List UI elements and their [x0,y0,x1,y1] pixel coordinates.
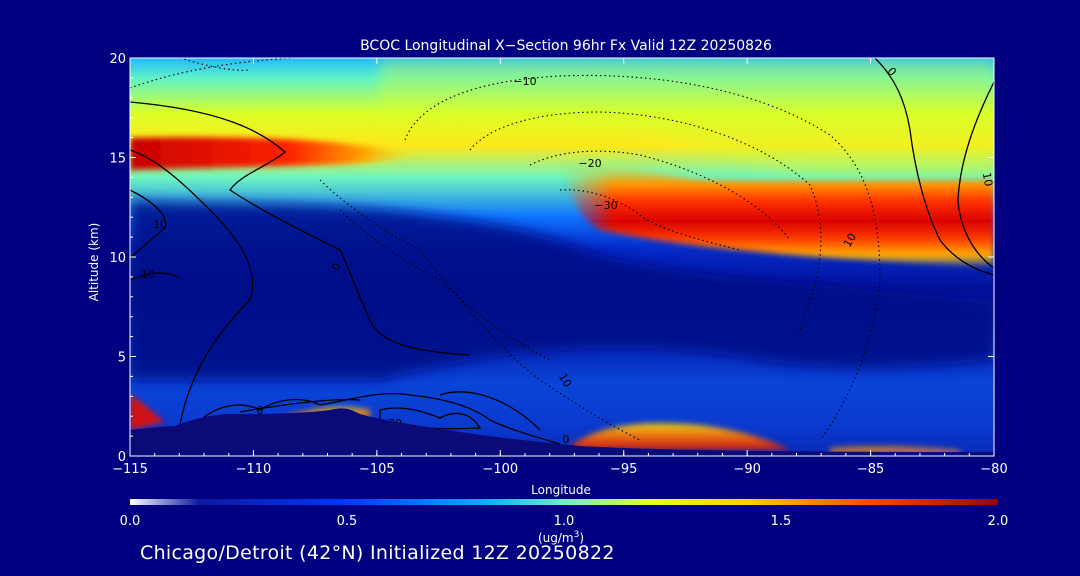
x-tick-label: −110 [236,462,272,477]
dotted-contour [469,111,822,331]
dotted-contour [404,74,881,441]
upper-yellow-region [380,58,994,175]
y-tick-label: 10 [109,251,126,266]
solid-contour [130,272,181,281]
contour-label: 0 [563,433,570,446]
colorbar-units: (ug/m3) [538,530,584,545]
dotted-contour [559,189,741,251]
terrain [130,408,994,456]
colorbar-labels: 0.0 0.5 1.0 1.5 2.0 [120,514,1009,529]
axis-ticks [129,57,995,457]
solid-contour [130,149,254,426]
x-tick-labels: −115 −110 −105 −100 −95 −90 −85 −80 [112,462,1008,477]
x-tick-label: −115 [112,462,148,477]
colorbar [130,499,998,505]
y-tick-label: 5 [118,351,126,366]
x-tick-label: −100 [482,462,518,477]
low-concentration-core [130,200,994,380]
x-tick-label: −90 [733,462,760,477]
concentration-field: −10 −20 −30 10 10 0 0 10 70 0 10 10 0 [130,58,995,456]
surface-blob-corner [130,395,165,430]
colorbar-tick-label: 1.5 [771,514,792,529]
y-tick-label: 0 [118,450,126,465]
colorbar-tick-label: 0.0 [120,514,141,529]
x-tick-label: −80 [980,462,1007,477]
solid-contour [439,391,541,431]
contour-label: 10 [153,218,167,231]
y-tick-label: 15 [109,152,126,167]
solid-contour [130,189,167,259]
solid-contour [239,399,361,413]
contour-label: −30 [594,199,617,212]
chart-title: BCOC Longitudinal X−Section 96hr Fx Vali… [360,38,772,54]
contour-label: 10 [980,171,995,187]
contour-label: −10 [513,75,536,88]
y-tick-label: 20 [109,52,126,67]
contour-label: 0 [329,261,344,272]
dotted-contour [339,209,551,361]
x-axis-label: Longitude [531,483,591,497]
y-tick-labels: 0 5 10 15 20 [109,52,126,465]
contour-label: 10 [141,268,155,281]
solid-contour [957,81,994,269]
x-tick-label: −95 [610,462,637,477]
upper-red-band-east [560,165,994,268]
contour-label: 10 [556,371,574,390]
footer-caption: Chicago/Detroit (42°N) Initialized 12Z 2… [140,542,615,564]
x-tick-label: −105 [359,462,395,477]
surface-blob-east [570,423,790,450]
solid-contours [130,58,994,445]
colorbar-tick-label: 0.5 [337,514,358,529]
dotted-contours [130,58,881,441]
colorbar-tick-label: 1.0 [554,514,575,529]
contour-label: 10 [841,231,859,250]
solid-contour [130,101,471,356]
contour-label: −20 [578,157,601,170]
y-axis-label: Altitude (km) [87,223,101,302]
solid-contour [874,58,994,276]
contour-label: 0 [257,404,264,417]
x-tick-label: −85 [857,462,884,477]
upper-red-band-west [130,137,420,170]
colorbar-tick-label: 2.0 [988,514,1009,529]
dotted-contour [179,58,251,71]
dotted-contour [130,58,301,89]
dotted-contour [529,150,791,241]
